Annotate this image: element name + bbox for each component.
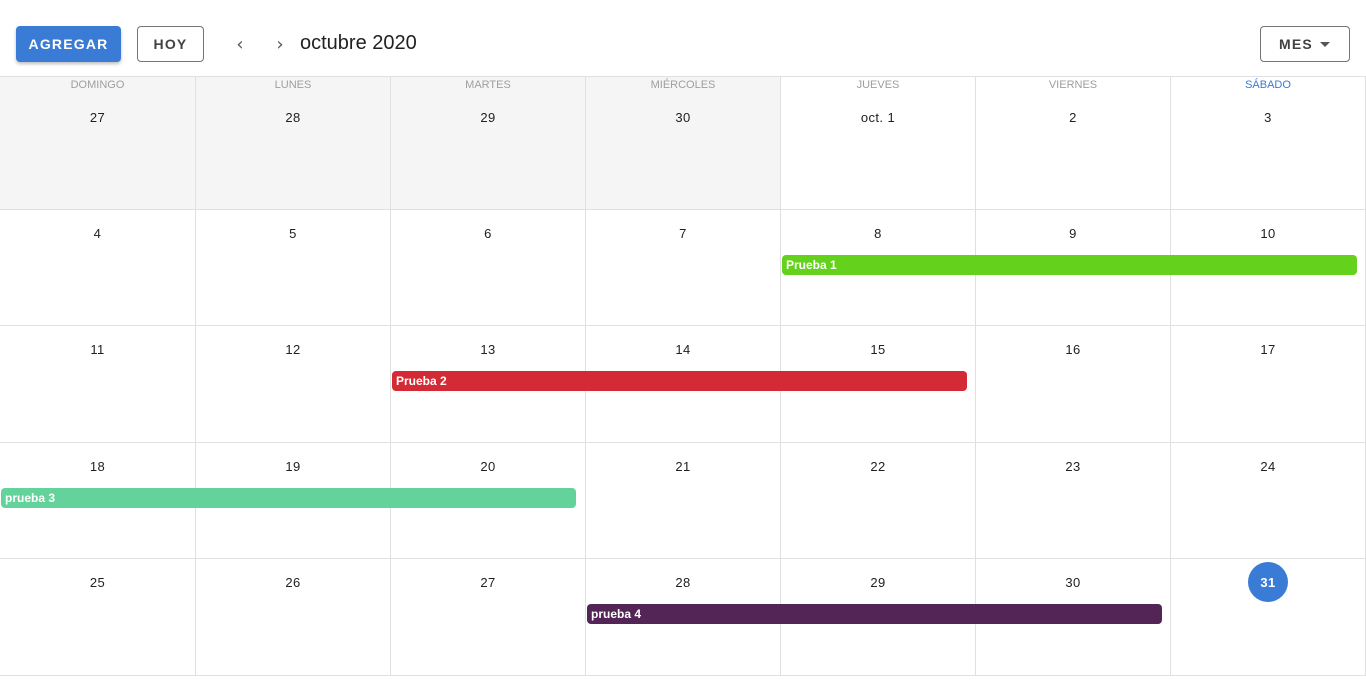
- calendar-day-cell[interactable]: 26: [196, 559, 391, 676]
- calendar-day-cell[interactable]: 16: [976, 326, 1171, 443]
- calendar-day-cell[interactable]: 15: [781, 326, 976, 443]
- day-number[interactable]: 11: [90, 341, 105, 357]
- caret-down-icon: [1320, 42, 1330, 47]
- calendar-day-cell[interactable]: JUEVES oct. 1: [781, 77, 976, 210]
- weekday-header: LUNES: [274, 79, 312, 91]
- calendar-event[interactable]: prueba 4: [587, 604, 1162, 624]
- calendar-day-cell[interactable]: 11: [0, 326, 196, 443]
- weekday-header: VIERNES: [1048, 79, 1098, 91]
- calendar-day-cell[interactable]: MIÉRCOLES 30: [586, 77, 781, 210]
- day-number[interactable]: oct. 1: [860, 109, 896, 125]
- calendar-day-cell[interactable]: 4: [0, 210, 196, 326]
- day-number[interactable]: 25: [89, 574, 106, 590]
- month-title: octubre 2020: [300, 32, 417, 54]
- calendar-day-cell[interactable]: 27: [391, 559, 586, 676]
- calendar-week: DOMINGO 27 LUNES 28 MARTES 29 MIÉRCOLES 30 JUEVE…: [0, 77, 1366, 210]
- day-number[interactable]: 27: [480, 574, 496, 590]
- weekday-header: JUEVES: [856, 79, 900, 91]
- day-number[interactable]: 10: [1260, 225, 1276, 241]
- day-number[interactable]: 27: [89, 109, 106, 125]
- calendar-event[interactable]: prueba 3: [1, 488, 576, 508]
- day-number[interactable]: 28: [285, 109, 301, 125]
- day-number[interactable]: 14: [675, 341, 691, 357]
- day-number[interactable]: 6: [484, 225, 492, 241]
- day-number[interactable]: 12: [285, 341, 301, 357]
- calendar-day-cell[interactable]: 7: [586, 210, 781, 326]
- weekday-header: SÁBADO: [1245, 79, 1291, 91]
- calendar-day-cell[interactable]: 22: [781, 443, 976, 559]
- day-number[interactable]: 15: [870, 341, 886, 357]
- calendar-toolbar: AGREGAR HOY ‹ › octubre 2020 MES: [0, 0, 1366, 76]
- day-number[interactable]: 2: [1069, 109, 1077, 125]
- day-number[interactable]: 29: [480, 109, 496, 125]
- day-number[interactable]: 26: [285, 574, 301, 590]
- calendar-day-cell[interactable]: MARTES 29: [391, 77, 586, 210]
- calendar-day-cell[interactable]: VIERNES 2: [976, 77, 1171, 210]
- calendar-day-cell[interactable]: 6: [391, 210, 586, 326]
- calendar-day-cell[interactable]: 20: [391, 443, 586, 559]
- day-number[interactable]: 28: [675, 574, 691, 590]
- calendar-event[interactable]: Prueba 2: [392, 371, 967, 391]
- day-number[interactable]: 20: [480, 458, 496, 474]
- day-number[interactable]: 30: [1065, 574, 1081, 590]
- calendar-day-cell[interactable]: 12: [196, 326, 391, 443]
- calendar-day-cell[interactable]: DOMINGO 27: [0, 77, 196, 210]
- add-button[interactable]: AGREGAR: [16, 26, 121, 62]
- day-number[interactable]: 7: [679, 225, 687, 241]
- month-calendar: DOMINGO 27 LUNES 28 MARTES 29 MIÉRCOLES 30 JUEVE…: [0, 76, 1366, 676]
- day-number[interactable]: 13: [480, 341, 496, 357]
- calendar-day-cell[interactable]: 5: [196, 210, 391, 326]
- day-number[interactable]: 22: [870, 458, 886, 474]
- day-number[interactable]: 23: [1065, 458, 1081, 474]
- weekday-header: MIÉRCOLES: [650, 79, 716, 91]
- day-number[interactable]: 31: [1248, 562, 1288, 602]
- weekday-header: MARTES: [465, 79, 511, 91]
- day-number[interactable]: 16: [1065, 341, 1081, 357]
- calendar-day-cell[interactable]: 30: [976, 559, 1171, 676]
- day-number[interactable]: 19: [285, 458, 301, 474]
- day-number[interactable]: 21: [675, 458, 691, 474]
- day-number[interactable]: 5: [289, 225, 297, 241]
- today-button[interactable]: HOY: [137, 26, 204, 62]
- day-number[interactable]: 9: [1069, 225, 1077, 241]
- calendar-day-cell[interactable]: 31: [1171, 559, 1366, 676]
- view-select-label: MES: [1279, 36, 1313, 52]
- day-number[interactable]: 17: [1260, 341, 1276, 357]
- calendar-week: 11 12 13 14 15 16 17: [0, 326, 1366, 443]
- chevron-left-icon[interactable]: ‹: [236, 33, 244, 55]
- day-number[interactable]: 18: [89, 458, 106, 474]
- day-number[interactable]: 4: [93, 225, 102, 241]
- calendar-day-cell[interactable]: 17: [1171, 326, 1366, 443]
- day-number[interactable]: 8: [874, 225, 882, 241]
- calendar-day-cell[interactable]: 24: [1171, 443, 1366, 559]
- calendar-day-cell[interactable]: 25: [0, 559, 196, 676]
- day-number[interactable]: 3: [1264, 109, 1272, 125]
- calendar-day-cell[interactable]: LUNES 28: [196, 77, 391, 210]
- view-select[interactable]: MES: [1260, 26, 1350, 62]
- chevron-right-icon[interactable]: ›: [276, 33, 284, 55]
- day-number[interactable]: 29: [870, 574, 886, 590]
- day-number[interactable]: 24: [1260, 458, 1276, 474]
- calendar-event[interactable]: Prueba 1: [782, 255, 1357, 275]
- calendar-day-cell[interactable]: SÁBADO 3: [1171, 77, 1366, 210]
- day-number[interactable]: 30: [675, 109, 691, 125]
- calendar-day-cell[interactable]: 23: [976, 443, 1171, 559]
- calendar-day-cell[interactable]: 21: [586, 443, 781, 559]
- weekday-header: DOMINGO: [70, 79, 125, 91]
